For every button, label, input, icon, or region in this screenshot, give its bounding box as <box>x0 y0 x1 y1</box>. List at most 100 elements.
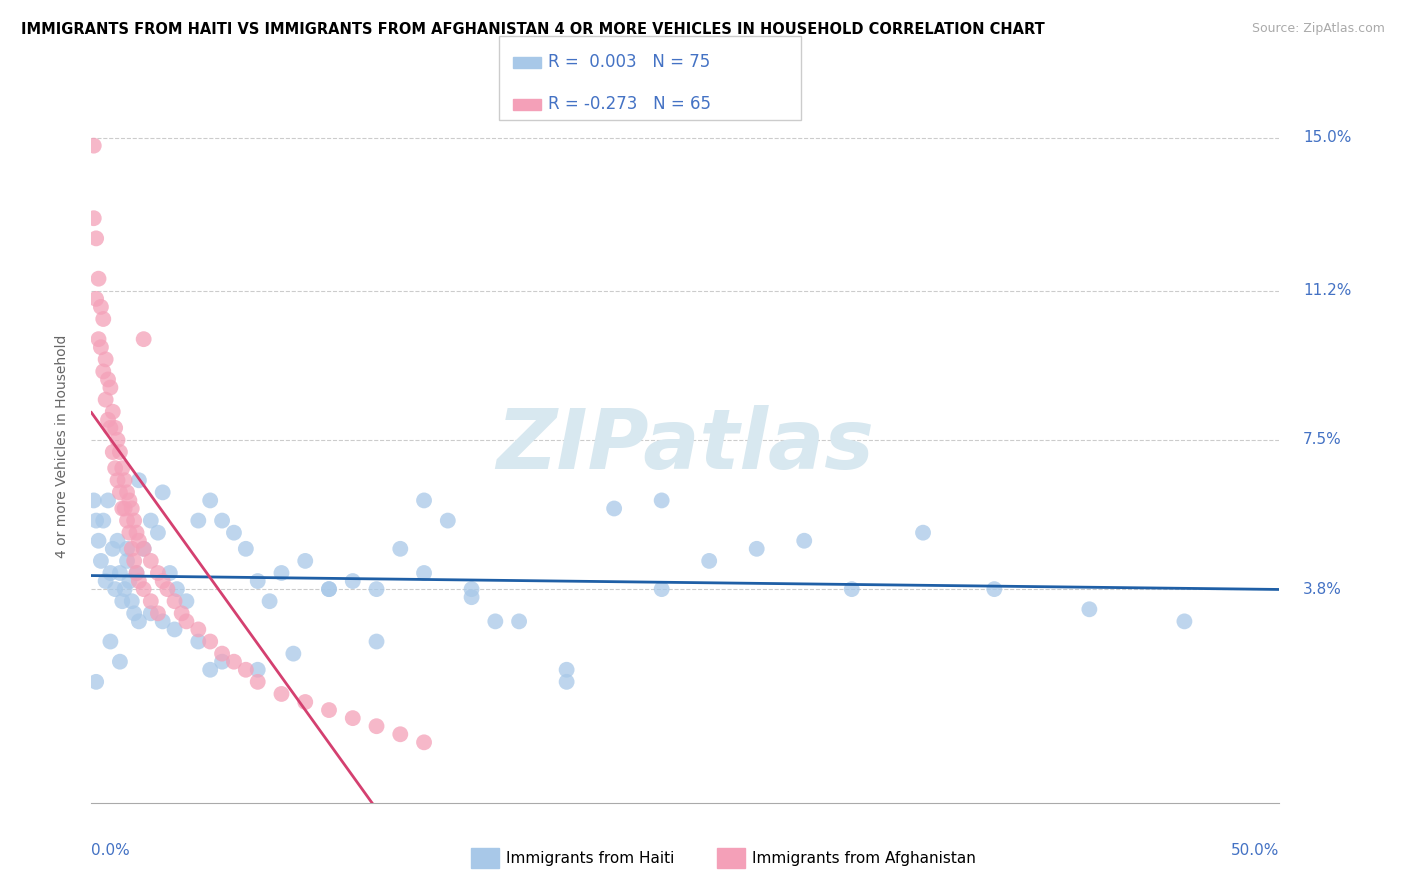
Point <box>270 687 292 701</box>
Point <box>603 501 626 516</box>
Point <box>170 607 193 621</box>
Point <box>911 525 934 540</box>
Point <box>108 655 131 669</box>
Point <box>745 541 768 556</box>
Point <box>166 582 188 596</box>
Text: 0.0%: 0.0% <box>91 843 131 858</box>
Point <box>389 727 412 741</box>
Point <box>983 582 1005 596</box>
Point <box>1173 615 1195 629</box>
Point <box>91 514 114 528</box>
Point <box>132 541 155 556</box>
Point <box>108 566 131 580</box>
Point <box>152 615 174 629</box>
Point <box>413 566 436 580</box>
Point <box>125 566 148 580</box>
Point <box>366 719 388 733</box>
Point <box>318 703 340 717</box>
Point <box>97 493 120 508</box>
Point <box>163 594 186 608</box>
Point <box>841 582 863 596</box>
Point <box>87 271 110 285</box>
Point <box>211 655 233 669</box>
Point <box>90 554 112 568</box>
Point <box>132 582 155 596</box>
Point <box>200 663 222 677</box>
Point <box>91 364 114 378</box>
Point <box>100 421 122 435</box>
Point <box>107 473 129 487</box>
Point <box>100 380 122 394</box>
Point <box>342 711 364 725</box>
Point <box>111 461 134 475</box>
Point <box>235 541 257 556</box>
Point <box>246 674 269 689</box>
Point <box>176 615 198 629</box>
Point <box>187 623 209 637</box>
Point <box>107 533 129 548</box>
Point <box>389 541 412 556</box>
Point <box>94 392 117 407</box>
Point <box>91 312 114 326</box>
Point <box>200 634 222 648</box>
Point <box>118 525 141 540</box>
Point <box>697 554 720 568</box>
Point <box>84 514 107 528</box>
Point <box>128 533 150 548</box>
Point <box>84 674 107 689</box>
Point <box>235 663 257 677</box>
Point <box>115 485 138 500</box>
Point <box>128 473 150 487</box>
Text: R = -0.273   N = 65: R = -0.273 N = 65 <box>548 95 711 113</box>
Text: R =  0.003   N = 75: R = 0.003 N = 75 <box>548 54 710 71</box>
Point <box>139 514 162 528</box>
Point <box>413 735 436 749</box>
Point <box>484 615 506 629</box>
Point <box>294 554 316 568</box>
Point <box>246 574 269 588</box>
Point <box>125 525 148 540</box>
Point <box>1078 602 1101 616</box>
Point <box>108 445 131 459</box>
Point <box>101 445 124 459</box>
Text: 4 or more Vehicles in Household: 4 or more Vehicles in Household <box>55 334 69 558</box>
Point <box>94 574 117 588</box>
Point <box>83 493 105 508</box>
Point <box>222 655 245 669</box>
Point <box>121 541 143 556</box>
Point <box>122 554 145 568</box>
Point <box>159 566 181 580</box>
Point <box>152 574 174 588</box>
Text: 50.0%: 50.0% <box>1232 843 1279 858</box>
Point <box>246 663 269 677</box>
Point <box>104 421 127 435</box>
Point <box>176 594 198 608</box>
Point <box>111 594 134 608</box>
Point <box>97 372 120 386</box>
Point <box>128 574 150 588</box>
Point <box>163 623 186 637</box>
Point <box>200 493 222 508</box>
Point <box>413 493 436 508</box>
Point <box>100 634 122 648</box>
Point <box>259 594 281 608</box>
Point <box>294 695 316 709</box>
Point <box>793 533 815 548</box>
Text: 15.0%: 15.0% <box>1303 130 1351 145</box>
Point <box>318 582 340 596</box>
Point <box>128 615 150 629</box>
Point <box>100 566 122 580</box>
Point <box>156 582 179 596</box>
Text: ZIPatlas: ZIPatlas <box>496 406 875 486</box>
Point <box>108 485 131 500</box>
Text: 3.8%: 3.8% <box>1303 582 1343 597</box>
Point <box>115 514 138 528</box>
Point <box>508 615 530 629</box>
Text: Immigrants from Afghanistan: Immigrants from Afghanistan <box>752 851 976 865</box>
Point <box>460 582 482 596</box>
Point <box>211 647 233 661</box>
Point <box>104 461 127 475</box>
Point <box>121 594 143 608</box>
Point <box>270 566 292 580</box>
Point <box>118 493 141 508</box>
